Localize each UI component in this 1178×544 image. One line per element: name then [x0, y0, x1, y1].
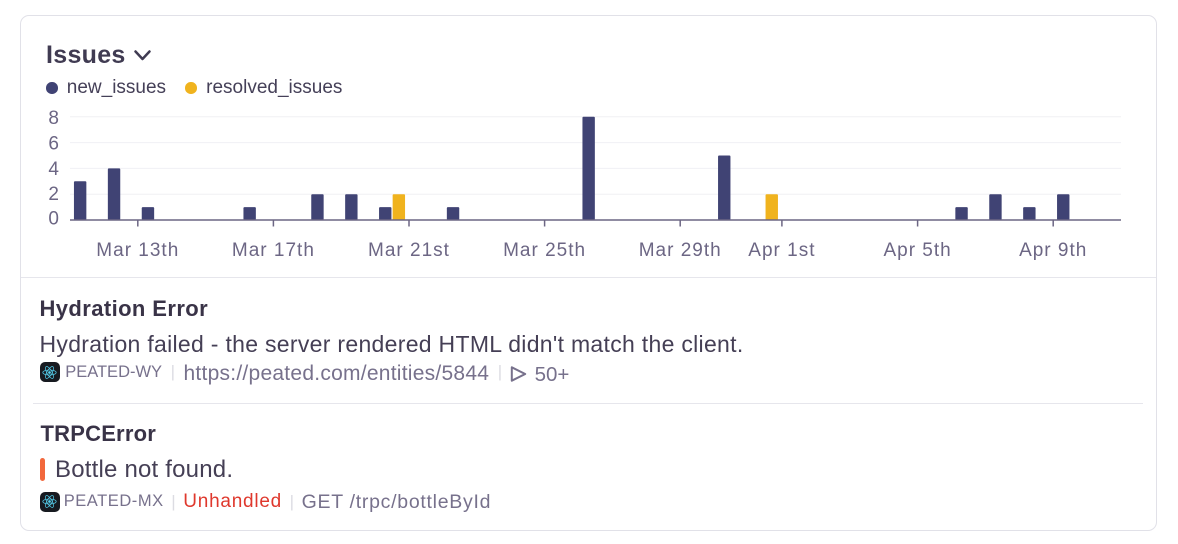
svg-text:Mar 25th: Mar 25th [503, 240, 586, 261]
svg-text:Apr 5th: Apr 5th [883, 240, 951, 261]
svg-text:8: 8 [48, 108, 59, 129]
svg-text:Apr 1st: Apr 1st [748, 240, 815, 261]
svg-text:Mar 21st: Mar 21st [368, 240, 450, 261]
svg-text:Mar 13th: Mar 13th [96, 240, 179, 261]
svg-text:6: 6 [48, 133, 59, 154]
svg-text:0: 0 [48, 209, 59, 230]
svg-text:Apr 9th: Apr 9th [1019, 240, 1087, 261]
svg-text:Mar 29th: Mar 29th [639, 240, 722, 261]
svg-text:Mar 17th: Mar 17th [232, 240, 315, 261]
svg-text:2: 2 [48, 184, 59, 205]
svg-text:4: 4 [48, 159, 59, 180]
